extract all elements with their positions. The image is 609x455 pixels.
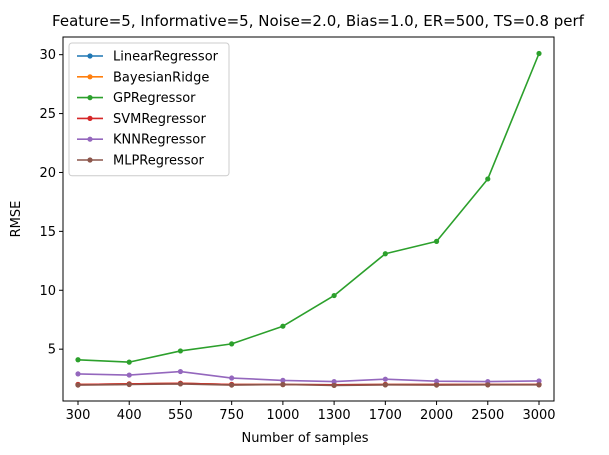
- data-point: [75, 357, 81, 363]
- legend-marker: [87, 136, 93, 142]
- data-point: [75, 382, 81, 388]
- data-point: [536, 378, 542, 384]
- plot-area-frame: [62, 36, 555, 402]
- y-tick-label: 15: [39, 225, 56, 240]
- data-point: [229, 341, 235, 347]
- legend-item: SVMRegressor: [77, 112, 207, 127]
- series-knnregressor: [75, 368, 542, 385]
- legend-item: BayesianRidge: [77, 70, 209, 85]
- data-point: [382, 251, 388, 257]
- y-axis-ticks: 5 10 15 20 25 30: [39, 48, 63, 358]
- data-point: [485, 176, 491, 182]
- legend-label: BayesianRidge: [113, 70, 209, 85]
- legend-label: MLPRegressor: [113, 154, 205, 169]
- legend-marker: [87, 115, 93, 121]
- x-tick-label: 1000: [266, 408, 299, 423]
- data-point: [331, 378, 337, 385]
- y-tick-label: 25: [39, 107, 56, 122]
- y-axis-label: RMSE: [9, 201, 24, 238]
- legend-item: KNNRegressor: [77, 133, 206, 148]
- data-point: [280, 323, 286, 329]
- data-point: [280, 381, 286, 388]
- data-point: [433, 382, 440, 388]
- x-tick-label: 550: [168, 408, 193, 423]
- legend-box: [68, 42, 230, 177]
- legend-label: GPRegressor: [113, 91, 196, 106]
- data-point: [229, 382, 235, 388]
- data-point: [75, 371, 81, 377]
- series-layer: [75, 50, 542, 389]
- x-axis-ticks: 300 400 550 750 1000 1300 1700 2000 2500 3000: [66, 401, 556, 423]
- data-point: [382, 382, 388, 388]
- legend-marker: [87, 53, 93, 59]
- data-point: [126, 372, 132, 378]
- legend-item: MLPRegressor: [77, 154, 205, 169]
- x-tick-label: 2000: [420, 408, 453, 423]
- y-tick-label: 5: [48, 343, 56, 358]
- data-point: [485, 382, 491, 388]
- data-point: [177, 348, 184, 354]
- data-point: [126, 359, 132, 365]
- series-line: [77, 53, 540, 363]
- x-tick-label: 400: [117, 408, 142, 423]
- legend: LinearRegressor BayesianRidge GPRegressor S…: [68, 42, 230, 177]
- data-point: [331, 292, 337, 299]
- legend-marker: [87, 157, 93, 163]
- data-point: [331, 382, 337, 389]
- y-tick-label: 20: [39, 166, 56, 181]
- y-tick-label: 30: [39, 48, 56, 63]
- series-line: [77, 370, 540, 383]
- data-point: [536, 50, 542, 57]
- x-tick-label: 2500: [471, 408, 504, 423]
- x-tick-label: 3000: [522, 408, 555, 423]
- legend-item: LinearRegressor: [77, 50, 219, 65]
- data-point: [177, 368, 184, 375]
- data-point: [433, 378, 440, 384]
- legend-item: GPRegressor: [77, 91, 196, 106]
- data-point: [433, 238, 440, 244]
- legend-marker: [87, 74, 93, 80]
- data-point: [280, 377, 286, 383]
- chart-title: Feature=5, Informative=5, Noise=2.0, Bia…: [52, 12, 585, 30]
- legend-label: SVMRegressor: [113, 112, 207, 127]
- legend-marker: [87, 95, 93, 101]
- data-point: [536, 382, 542, 388]
- x-tick-label: 1700: [369, 408, 402, 423]
- data-point: [382, 376, 388, 382]
- data-point: [177, 381, 184, 387]
- x-tick-label: 750: [219, 408, 244, 423]
- series-mlpregressor: [75, 381, 542, 389]
- x-tick-label: 300: [66, 408, 91, 423]
- data-point: [229, 375, 235, 381]
- legend-label: LinearRegressor: [113, 50, 219, 65]
- data-point: [126, 381, 132, 388]
- x-axis-label: Number of samples: [241, 431, 368, 446]
- legend-label: KNNRegressor: [113, 133, 206, 148]
- y-tick-label: 10: [39, 284, 56, 299]
- series-line: [77, 383, 539, 387]
- x-tick-label: 1300: [318, 408, 351, 423]
- series-gpregressor: [75, 50, 542, 365]
